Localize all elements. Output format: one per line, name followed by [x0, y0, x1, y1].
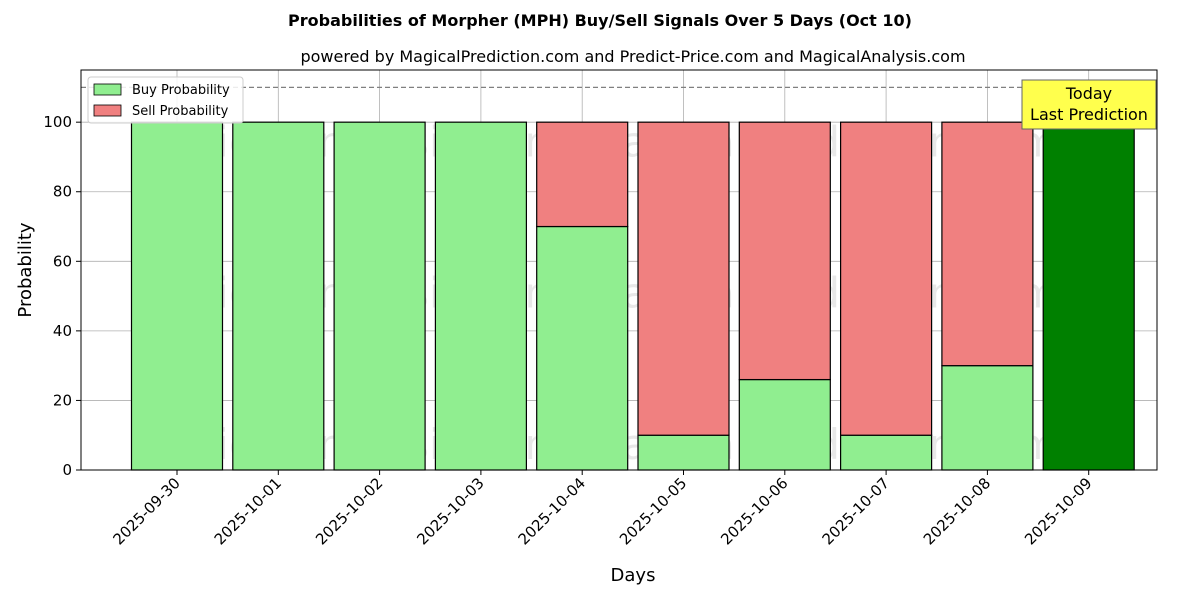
bar-buy — [333, 121, 426, 471]
y-tick-label: 40 — [53, 322, 72, 340]
bar-buy — [536, 225, 629, 471]
x-tick-label: 2025-10-07 — [819, 474, 893, 548]
legend-swatch-sell — [93, 104, 122, 117]
today-annotation: Today Last Prediction — [1021, 79, 1157, 130]
x-tick-label: 2025-10-06 — [717, 474, 791, 548]
x-tick-label: 2025-10-05 — [616, 474, 690, 548]
legend-label-buy: Buy Probability — [132, 83, 230, 98]
annotation-line-2: Last Prediction — [1030, 105, 1148, 124]
plot-frame — [80, 69, 1158, 471]
bar-buy — [637, 434, 730, 471]
bar-buy — [839, 434, 933, 471]
legend-box — [87, 76, 244, 124]
y-tick-label: 100 — [43, 113, 72, 131]
bar-sell — [738, 121, 831, 381]
x-tick-label: 2025-10-01 — [211, 474, 285, 548]
bar-buy — [738, 378, 831, 471]
x-tick-label: 2025-09-30 — [109, 474, 183, 548]
x-axis: 2025-09-30 2025-10-01 2025-10-02 2025-10-03… — [109, 470, 1096, 548]
x-tick-label: 2025-10-08 — [920, 474, 994, 548]
legend: Buy Probability Sell Probability — [87, 76, 244, 124]
x-tick-label: 2025-10-04 — [515, 474, 589, 548]
x-axis-label: Days — [611, 565, 656, 586]
bar-buy — [941, 365, 1034, 471]
annotation-box — [1021, 79, 1157, 130]
bar-buy — [130, 121, 224, 471]
y-tick-label: 0 — [62, 461, 72, 479]
chart-subtitle: powered by MagicalPrediction.com and Pre… — [300, 47, 965, 66]
chart-title: Probabilities of Morpher (MPH) Buy/Sell … — [288, 11, 912, 30]
y-tick-label: 60 — [53, 252, 72, 270]
y-axis: 0 20 40 60 80 100 — [43, 113, 81, 479]
bar-buy — [434, 121, 527, 471]
y-axis-label: Probability — [15, 222, 36, 317]
annotation-line-1: Today — [1065, 84, 1112, 103]
bar-sell — [536, 121, 629, 228]
x-tick-label: 2025-10-09 — [1021, 474, 1095, 548]
y-tick-label: 80 — [53, 183, 72, 201]
legend-label-sell: Sell Probability — [132, 104, 229, 119]
bar-sell — [839, 121, 933, 436]
bar-sell — [637, 121, 730, 436]
x-tick-label: 2025-10-03 — [413, 474, 487, 548]
y-tick-label: 20 — [53, 391, 72, 409]
bars — [130, 121, 1135, 471]
legend-swatch-buy — [93, 83, 122, 96]
x-tick-label: 2025-10-02 — [312, 474, 386, 548]
bar-sell — [941, 121, 1034, 367]
bar-buy — [232, 121, 325, 471]
bar-buy — [1042, 121, 1135, 471]
